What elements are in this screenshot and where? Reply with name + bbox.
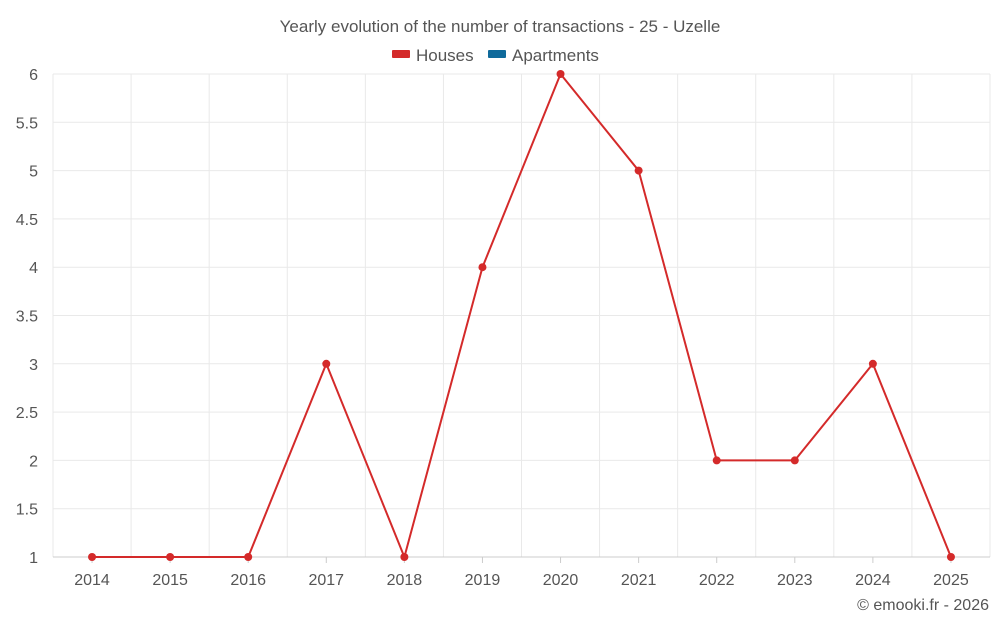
data-point[interactable]: [790, 456, 799, 465]
x-tick-label: 2025: [933, 572, 969, 589]
y-tick-label: 3.5: [16, 309, 38, 326]
y-tick-label: 1: [29, 550, 38, 567]
x-tick-label: 2017: [308, 572, 344, 589]
legend-swatch-apartments: [488, 50, 506, 58]
y-tick-label: 4: [29, 260, 38, 277]
x-tick-label: 2018: [387, 572, 423, 589]
chart-title: Yearly evolution of the number of transa…: [280, 17, 721, 36]
data-point[interactable]: [166, 553, 175, 561]
data-point[interactable]: [478, 263, 487, 272]
data-point[interactable]: [712, 456, 721, 465]
x-tick-label: 2024: [855, 572, 891, 589]
y-tick-label: 5: [29, 164, 38, 181]
x-tick-label: 2023: [777, 572, 813, 589]
y-axis-ticks: 1 1.5 2 2.5 3 3.5 4 4.5 5 5.5 6: [16, 67, 38, 567]
data-point[interactable]: [400, 553, 409, 561]
x-tick-label: 2016: [230, 572, 266, 589]
legend-label-houses[interactable]: Houses: [416, 46, 474, 65]
legend-swatch-houses: [392, 50, 410, 58]
x-tick-label: 2022: [699, 572, 735, 589]
y-tick-label: 4.5: [16, 212, 38, 229]
legend[interactable]: Houses Apartments: [392, 46, 599, 65]
data-point[interactable]: [634, 166, 643, 175]
x-axis-ticks: 2014 2015 2016 2017 2018 2019 2020 2021 2022 2023…: [74, 557, 969, 589]
data-point[interactable]: [88, 553, 97, 561]
y-tick-label: 1.5: [16, 502, 38, 519]
x-tick-label: 2014: [74, 572, 110, 589]
data-point[interactable]: [868, 359, 877, 368]
y-tick-label: 6: [29, 67, 38, 84]
y-tick-label: 2: [29, 453, 38, 470]
data-point[interactable]: [946, 553, 955, 561]
series-line: [92, 73, 952, 558]
x-tick-label: 2021: [621, 572, 657, 589]
credit-text: © emooki.fr - 2026: [857, 597, 989, 614]
grid: [52, 73, 991, 558]
series-houses: [88, 70, 955, 561]
data-point[interactable]: [244, 553, 253, 561]
x-tick-label: 2020: [543, 572, 579, 589]
legend-label-apartments[interactable]: Apartments: [512, 46, 599, 65]
y-tick-label: 3: [29, 357, 38, 374]
y-tick-label: 5.5: [16, 115, 38, 132]
x-tick-label: 2019: [465, 572, 501, 589]
data-point[interactable]: [556, 70, 565, 78]
x-tick-label: 2015: [152, 572, 188, 589]
y-tick-label: 2.5: [16, 405, 38, 422]
data-point[interactable]: [322, 359, 331, 368]
